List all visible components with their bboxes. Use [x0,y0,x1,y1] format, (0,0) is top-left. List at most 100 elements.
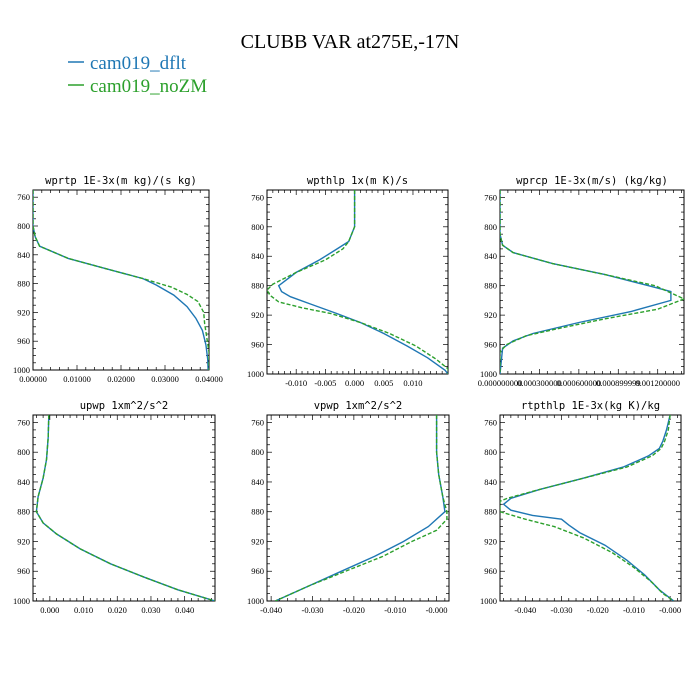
x-tick-label: -0.010 [384,605,406,615]
y-tick-label: 760 [17,417,30,427]
y-tick-label: 1000 [13,596,30,606]
legend-label-dflt: cam019_dflt [90,53,187,74]
y-tick-label: 800 [251,447,264,457]
x-tick-label: -0.005 [314,378,336,388]
y-tick-label: 880 [484,507,497,517]
panel-2: wpthlp 1x(m K)/s 760 800 840 880 920 960 1000 -0… [247,175,449,388]
x-tick-label: -0.030 [302,605,324,615]
x-tick-label: 0.000000000 [478,378,523,388]
x-tick-label: 0.000600000 [557,378,602,388]
y-tick-label: 800 [17,447,30,457]
y-tick-label: 760 [17,192,30,202]
panel-frame [499,189,685,375]
panel-title: wpthlp 1x(m K)/s [307,175,408,187]
y-tick-label: 840 [484,477,497,487]
x-tick-label: -0.010 [285,378,307,388]
x-tick-label: -0.000 [659,605,681,615]
panel-frame [32,189,210,371]
x-tick-label: 0.030 [141,605,160,615]
x-tick-label: 0.010 [74,605,93,615]
y-tick-label: 880 [251,281,264,291]
panel-frame [32,414,216,602]
y-tick-label: 1000 [480,596,497,606]
x-tick-label: 0.005 [374,378,393,388]
panel-title: vpwp 1xm^2/s^2 [314,400,403,412]
x-tick-label: 0.000 [40,605,59,615]
x-tick-label: 0.02000 [107,374,135,384]
x-tick-label: 0.04000 [195,374,223,384]
y-tick-label: 840 [484,251,497,261]
y-tick-label: 1000 [13,365,30,375]
y-tick-label: 800 [484,447,497,457]
y-tick-label: 760 [484,417,497,427]
y-tick-label: 960 [17,336,30,346]
x-tick-label: 0.001200000 [635,378,680,388]
y-tick-label: 840 [17,477,30,487]
x-tick-label: -0.030 [551,605,573,615]
y-tick-label: 880 [17,279,30,289]
x-tick-label: 0.01000 [63,374,91,384]
series-line-nozm [275,415,448,601]
y-tick-label: 920 [17,307,30,317]
x-tick-label: 0.040 [175,605,194,615]
y-tick-label: 1000 [480,369,497,379]
panel-title: rtpthlp 1E-3x(kg K)/kg [521,400,660,412]
y-tick-label: 880 [251,507,264,517]
legend-label-nozm: cam019_noZM [90,76,207,97]
chart-title: CLUBB VAR at275E,-17N [241,31,460,53]
series-line-nozm [267,190,448,374]
y-tick-label: 920 [251,536,264,546]
y-tick-label: 840 [251,477,264,487]
x-tick-label: -0.010 [623,605,645,615]
series-line-nozm [500,415,675,601]
y-tick-label: 760 [251,192,264,202]
x-tick-label: -0.040 [260,605,282,615]
y-tick-label: 920 [484,310,497,320]
y-tick-label: 760 [251,417,264,427]
series-line-dflt [33,190,209,370]
y-tick-label: 760 [484,192,497,202]
y-tick-label: 960 [484,566,497,576]
series-line-dflt [502,415,675,601]
x-tick-label: 0.000 [345,378,364,388]
panel-1: wprtp 1E-3x(m kg)/(s kg) 760 800 840 880 920 9… [13,175,223,384]
x-tick-label: 0.010 [403,378,422,388]
panel-4: upwp 1xm^2/s^2 760 800 840 880 920 960 1000 0.00… [13,400,216,615]
panel-frame [266,189,449,375]
panel-frame [499,414,682,602]
panel-title: upwp 1xm^2/s^2 [80,400,169,412]
panels-container: wprtp 1E-3x(m kg)/(s kg) 760 800 840 880 920 9… [13,175,685,615]
y-tick-label: 840 [251,251,264,261]
x-tick-label: 0.000300000 [517,378,562,388]
series-line-dflt [500,190,672,374]
series-line-nozm [500,190,684,374]
panel-6: rtpthlp 1E-3x(kg K)/kg 760 800 840 880 920 960… [480,400,682,615]
y-tick-label: 840 [17,250,30,260]
legend: cam019_dflt cam019_noZM [68,53,207,97]
y-tick-label: 920 [251,310,264,320]
series-line-dflt [35,415,215,601]
x-tick-label: 0.020 [108,605,127,615]
y-tick-label: 1000 [247,369,264,379]
y-tick-label: 960 [251,340,264,350]
y-tick-label: 960 [17,566,30,576]
y-tick-label: 800 [17,221,30,231]
y-tick-label: 920 [17,536,30,546]
x-tick-label: 0.000899999 [596,378,641,388]
y-tick-label: 800 [251,222,264,232]
panel-5: vpwp 1xm^2/s^27608008408809209601000-0.0… [247,400,450,615]
series-line-nozm [33,190,209,370]
x-tick-label: 0.00000 [19,374,47,384]
panel-title: wprcp 1E-3x(m/s) (kg/kg) [516,175,668,187]
series-line-dflt [275,415,446,601]
y-tick-label: 960 [484,340,497,350]
y-tick-label: 800 [484,222,497,232]
series-line-dflt [277,190,448,374]
y-tick-label: 920 [484,536,497,546]
y-tick-label: 960 [251,566,264,576]
y-tick-label: 880 [484,281,497,291]
panel-frame [266,414,450,602]
x-tick-label: -0.020 [343,605,365,615]
x-tick-label: -0.040 [514,605,536,615]
